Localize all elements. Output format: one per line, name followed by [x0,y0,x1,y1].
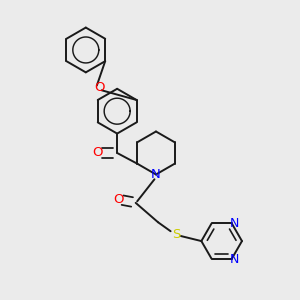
Text: O: O [113,193,124,206]
Text: O: O [92,146,103,160]
Text: N: N [230,217,239,230]
Text: N: N [230,253,239,266]
Text: N: N [151,168,161,181]
Text: O: O [94,81,104,94]
Text: S: S [172,228,180,241]
